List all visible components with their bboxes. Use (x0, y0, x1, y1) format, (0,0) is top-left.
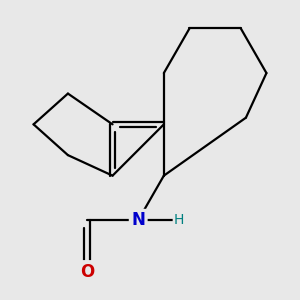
Text: N: N (131, 211, 145, 229)
Text: H: H (174, 213, 184, 227)
Text: O: O (80, 262, 94, 280)
